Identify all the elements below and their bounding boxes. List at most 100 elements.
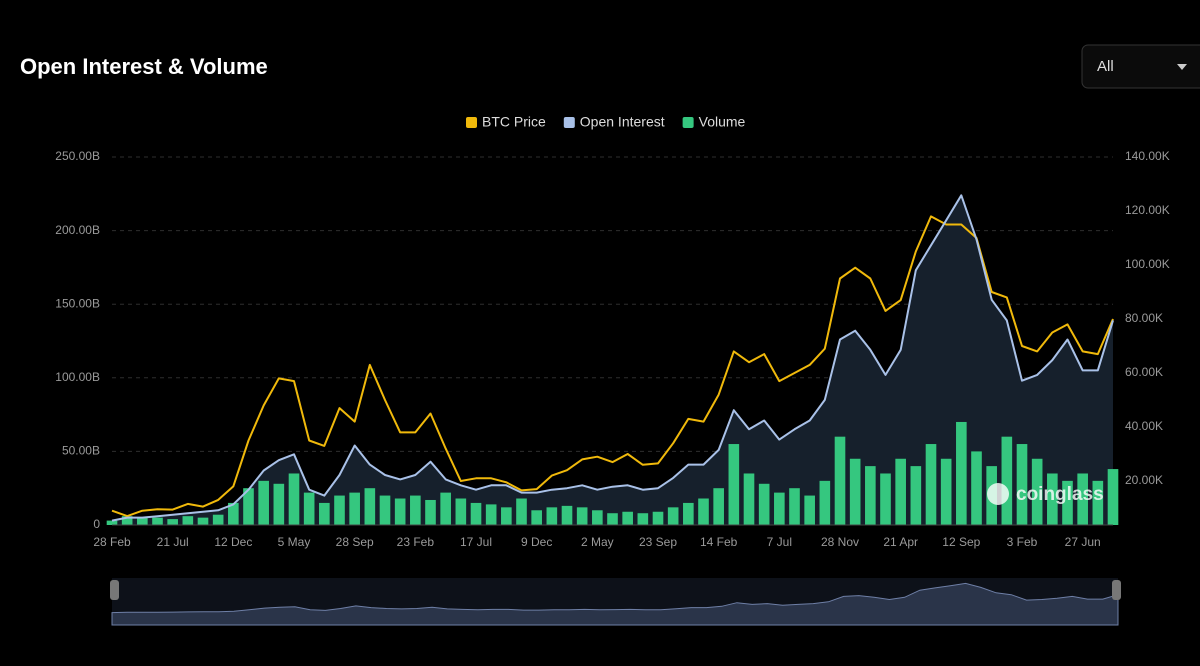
volume-bar xyxy=(1107,469,1119,525)
volume-bar xyxy=(774,492,785,525)
volume-bar xyxy=(758,483,770,525)
volume-bar xyxy=(228,502,239,525)
volume-bar xyxy=(1031,458,1043,525)
volume-bar xyxy=(743,473,755,525)
volume-bar xyxy=(819,480,831,525)
volume-bar xyxy=(394,498,406,525)
dropdown-caret[interactable] xyxy=(1177,64,1187,70)
volume-bar xyxy=(485,504,497,525)
volume-bar xyxy=(167,519,178,525)
series-line xyxy=(111,194,1114,522)
volume-bar xyxy=(319,502,330,525)
x-tick-label: 28 Nov xyxy=(821,535,859,549)
volume-bar xyxy=(1092,480,1104,525)
volume-bar xyxy=(440,492,451,525)
volume-bar xyxy=(243,488,254,525)
legend-swatch xyxy=(563,117,575,128)
watermark-icon xyxy=(987,483,1009,505)
volume-bar xyxy=(258,480,269,525)
volume-bar xyxy=(683,502,694,525)
watermark: coinglass xyxy=(1016,484,1104,505)
volume-bar xyxy=(516,498,527,525)
dropdown-value[interactable]: All xyxy=(1097,58,1114,75)
volume-bar xyxy=(106,520,118,525)
volume-bar xyxy=(410,495,421,525)
volume-bar xyxy=(197,517,209,525)
navigator-handle[interactable] xyxy=(110,580,119,600)
volume-bar xyxy=(622,511,633,525)
x-tick-label: 23 Feb xyxy=(397,535,435,549)
x-tick-label: 12 Dec xyxy=(214,535,252,549)
y2-tick-label: 60.00K xyxy=(1125,365,1163,379)
dropdown-box[interactable] xyxy=(1081,44,1200,89)
volume-bar xyxy=(592,510,603,525)
y-tick-label: 0 xyxy=(93,517,100,531)
y-tick-label: 250.00B xyxy=(55,149,100,163)
volume-bar xyxy=(1047,473,1058,525)
volume-bar xyxy=(607,513,618,525)
x-tick-label: 21 Jul xyxy=(157,535,189,549)
navigator-handle[interactable] xyxy=(1112,580,1121,600)
volume-bar xyxy=(137,517,148,525)
volume-bar xyxy=(501,507,512,525)
volume-bar xyxy=(728,444,740,525)
volume-bar xyxy=(546,507,558,525)
volume-bar xyxy=(273,483,285,525)
volume-bar xyxy=(182,516,194,525)
x-tick-label: 2 May xyxy=(581,535,614,549)
x-tick-label: 7 Jul xyxy=(767,535,792,549)
y2-tick-label: 80.00K xyxy=(1125,311,1163,325)
x-tick-label: 17 Jul xyxy=(460,535,492,549)
volume-bar xyxy=(1001,436,1013,525)
volume-bar xyxy=(849,458,861,525)
legend-swatch xyxy=(466,117,477,128)
volume-bar xyxy=(940,458,952,525)
range-dropdown[interactable]: All xyxy=(1081,44,1200,89)
volume-bar xyxy=(531,510,542,525)
volume-bar xyxy=(364,488,376,525)
x-tick-label: 28 Feb xyxy=(93,535,131,549)
chart-title: Open Interest & Volume xyxy=(20,54,268,79)
y-tick-label: 50.00B xyxy=(62,444,100,458)
volume-bar xyxy=(470,502,482,525)
volume-bar xyxy=(925,444,937,525)
volume-bar xyxy=(212,514,224,525)
y2-tick-label: 40.00K xyxy=(1125,419,1163,433)
volume-bar xyxy=(789,488,800,525)
volume-bar xyxy=(1016,444,1028,525)
volume-bar xyxy=(455,498,467,525)
volume-bar xyxy=(698,498,709,525)
y2-tick-label: 100.00K xyxy=(1125,257,1170,271)
x-tick-label: 14 Feb xyxy=(700,535,738,549)
x-tick-label: 21 Apr xyxy=(883,535,918,549)
x-tick-label: 5 May xyxy=(278,535,311,549)
x-tick-label: 12 Sep xyxy=(942,535,980,549)
volume-bar xyxy=(121,516,133,525)
volume-bar xyxy=(713,488,724,525)
volume-bar xyxy=(1077,473,1088,525)
volume-bar xyxy=(652,511,664,525)
volume-bar xyxy=(895,458,906,525)
x-tick-label: 28 Sep xyxy=(336,535,374,549)
volume-bar xyxy=(865,466,876,525)
legend-label: Volume xyxy=(699,114,746,130)
x-tick-label: 3 Feb xyxy=(1007,535,1038,549)
navigator-area xyxy=(111,582,1119,626)
y-tick-label: 150.00B xyxy=(55,296,100,310)
y2-tick-label: 140.00K xyxy=(1125,149,1170,163)
volume-bar xyxy=(576,507,588,525)
y2-tick-label: 20.00K xyxy=(1125,473,1163,487)
volume-bar xyxy=(637,513,649,525)
series-line xyxy=(111,215,1114,518)
x-tick-label: 27 Jun xyxy=(1065,535,1101,549)
volume-bar xyxy=(349,492,360,525)
volume-bar xyxy=(288,473,300,525)
volume-bar xyxy=(910,466,922,525)
y-tick-label: 200.00B xyxy=(55,223,100,237)
volume-bar xyxy=(152,517,163,525)
volume-bar xyxy=(880,473,891,525)
legend-swatch xyxy=(682,117,694,128)
y-tick-label: 100.00B xyxy=(55,370,100,384)
volume-bar xyxy=(1062,480,1073,525)
